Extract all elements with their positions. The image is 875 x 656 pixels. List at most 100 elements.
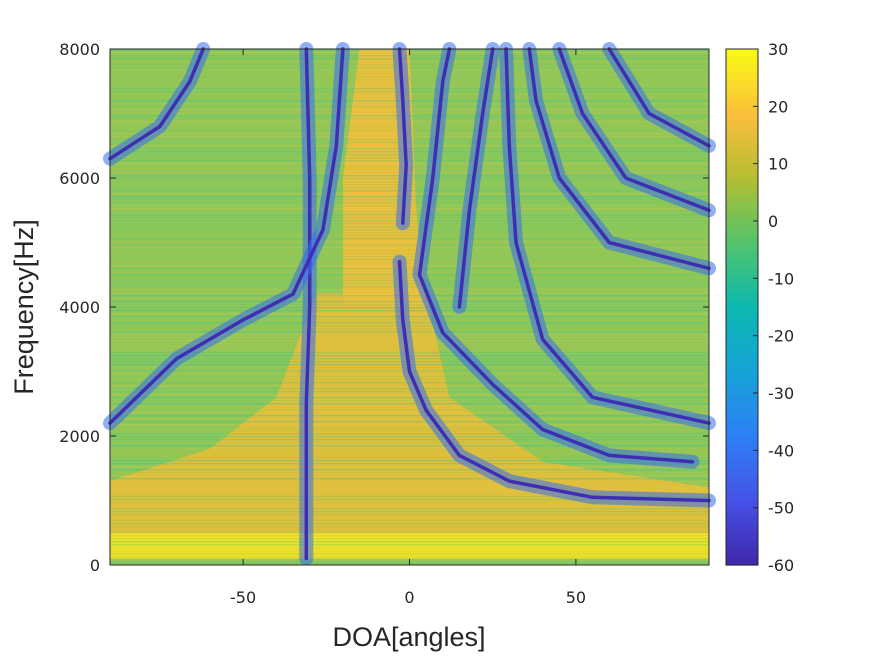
colorbar-tick-label: -20 xyxy=(768,327,794,346)
frequency-stripe xyxy=(110,409,709,411)
colorbar-cell xyxy=(726,516,758,526)
heatmap-null-4 xyxy=(417,47,695,464)
frequency-stripe xyxy=(110,490,709,492)
colorbar-cell xyxy=(726,508,758,518)
colorbar-tick-label: 0 xyxy=(768,212,778,231)
frequency-stripe xyxy=(110,499,709,501)
colorbar-cell xyxy=(726,436,758,445)
frequency-stripe xyxy=(110,229,709,231)
frequency-stripe xyxy=(110,463,709,465)
frequency-stripe xyxy=(110,496,709,498)
colorbar-cell xyxy=(726,242,758,252)
colorbar-cell xyxy=(726,161,758,171)
heatmap-null-11 xyxy=(108,47,205,161)
colorbar-tick-label: -40 xyxy=(768,441,794,460)
y-tick-label: 2000 xyxy=(59,427,100,446)
frequency-stripe xyxy=(110,274,709,276)
colorbar-cell xyxy=(726,194,758,203)
frequency-stripe xyxy=(110,394,709,396)
colorbar-cell xyxy=(726,105,758,115)
colorbar-frame xyxy=(725,48,759,566)
y-tick-label: 8000 xyxy=(59,40,100,59)
frequency-stripe xyxy=(110,406,709,408)
frequency-stripe xyxy=(110,487,709,489)
heatmap-null-1 xyxy=(304,47,312,561)
frequency-stripe xyxy=(110,265,709,267)
frequency-stripe xyxy=(110,451,709,453)
colorbar-cell xyxy=(726,307,758,316)
frequency-stripe xyxy=(110,526,709,528)
frequency-stripe xyxy=(110,511,709,513)
colorbar-cell xyxy=(726,65,758,74)
colorbar-cell xyxy=(726,323,758,332)
frequency-stripe xyxy=(110,502,709,504)
heatmap-null-6 xyxy=(457,47,495,309)
frequency-stripe xyxy=(110,454,709,456)
colorbar-cell xyxy=(726,500,758,510)
frequency-stripe xyxy=(110,55,709,57)
frequency-stripe xyxy=(110,508,709,510)
colorbar-cell xyxy=(726,145,758,155)
colorbar-cell xyxy=(726,315,758,324)
frequency-stripe xyxy=(110,472,709,474)
colorbar-cell xyxy=(726,524,758,534)
colorbar-cell xyxy=(726,387,758,397)
frequency-stripe xyxy=(110,445,709,447)
colorbar-cell xyxy=(726,476,758,485)
colorbar-cell xyxy=(726,363,758,373)
colorbar-cell xyxy=(726,484,758,494)
heatmap-null-5 xyxy=(397,260,711,503)
colorbar-cell xyxy=(726,460,758,469)
colorbar-tick-label: 20 xyxy=(768,97,788,116)
colorbar-cell xyxy=(726,137,758,147)
frequency-stripe xyxy=(110,397,709,399)
frequency-stripe xyxy=(110,505,709,507)
frequency-stripe xyxy=(110,421,709,423)
frequency-stripe xyxy=(110,544,709,546)
colorbar-cell xyxy=(726,411,758,421)
frequency-stripe xyxy=(110,67,709,69)
frequency-stripe xyxy=(110,232,709,234)
frequency-stripe xyxy=(110,427,709,429)
colorbar-cell xyxy=(726,49,758,58)
x-axis-ticks: -50 0 50 xyxy=(230,49,586,607)
frequency-stripe xyxy=(110,283,709,285)
colorbar-cell xyxy=(726,202,758,211)
x-tick-label: 50 xyxy=(566,588,586,607)
frequency-stripe xyxy=(110,289,709,291)
frequency-stripe xyxy=(110,391,709,393)
frequency-stripe xyxy=(110,448,709,450)
y-tick-label: 4000 xyxy=(59,298,100,317)
frequency-stripe xyxy=(110,520,709,522)
frequency-stripe xyxy=(110,430,709,432)
frequency-stripe xyxy=(110,547,709,549)
colorbar-tick-label: -10 xyxy=(768,269,794,288)
frequency-stripe xyxy=(110,292,709,294)
y-tick-label: 6000 xyxy=(59,169,100,188)
colorbar-cell xyxy=(726,81,758,90)
heatmap-null-9 xyxy=(557,47,711,213)
frequency-stripe xyxy=(110,313,709,315)
frequency-stripe xyxy=(110,469,709,471)
frequency-stripe xyxy=(110,523,709,525)
frequency-stripe xyxy=(110,226,709,228)
colorbar-cell xyxy=(726,427,758,437)
frequency-stripe xyxy=(110,484,709,486)
colorbar-cell xyxy=(726,347,758,356)
frequency-stripe xyxy=(110,253,709,255)
colorbar-cell xyxy=(726,355,758,365)
frequency-stripe xyxy=(110,478,709,480)
colorbar-cell xyxy=(726,282,758,292)
colorbar-tick-label: -60 xyxy=(768,556,794,575)
frequency-stripe xyxy=(110,85,709,87)
colorbar-cell xyxy=(726,178,758,187)
colorbar-tick-label: -30 xyxy=(768,384,794,403)
colorbar-cell xyxy=(726,540,758,550)
frequency-stripe xyxy=(110,442,709,444)
frequency-stripe xyxy=(110,61,709,63)
colorbar-cell xyxy=(726,548,758,558)
frequency-stripe xyxy=(110,70,709,72)
frequency-stripe xyxy=(110,235,709,237)
colorbar-cell xyxy=(726,274,758,284)
frequency-stripe xyxy=(110,79,709,81)
